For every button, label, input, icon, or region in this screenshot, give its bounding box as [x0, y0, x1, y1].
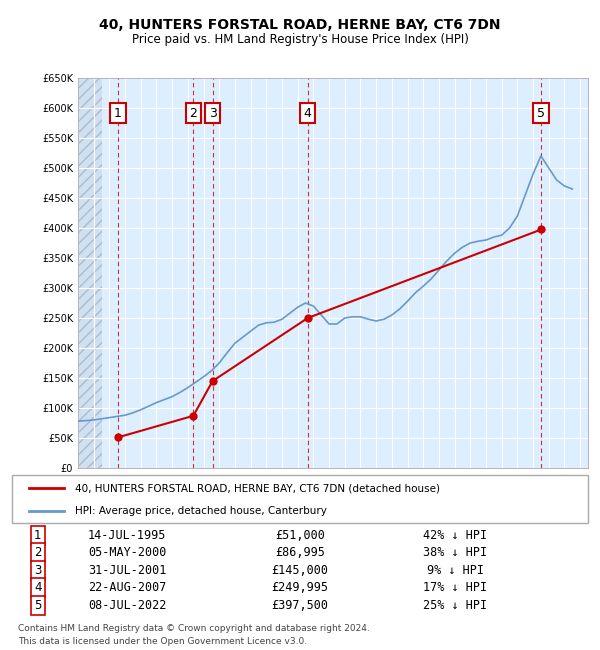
Text: £86,995: £86,995 — [275, 546, 325, 559]
Text: 4: 4 — [304, 107, 311, 120]
Text: 1: 1 — [114, 107, 122, 120]
Text: 08-JUL-2022: 08-JUL-2022 — [88, 599, 166, 612]
Text: £145,000: £145,000 — [271, 564, 329, 577]
Text: HPI: Average price, detached house, Canterbury: HPI: Average price, detached house, Cant… — [76, 506, 327, 516]
Text: 9% ↓ HPI: 9% ↓ HPI — [427, 564, 484, 577]
Text: 4: 4 — [34, 582, 41, 594]
Text: This data is licensed under the Open Government Licence v3.0.: This data is licensed under the Open Gov… — [18, 637, 307, 646]
Text: 5: 5 — [34, 599, 41, 612]
Text: £397,500: £397,500 — [271, 599, 329, 612]
Text: 40, HUNTERS FORSTAL ROAD, HERNE BAY, CT6 7DN (detached house): 40, HUNTERS FORSTAL ROAD, HERNE BAY, CT6… — [76, 483, 440, 493]
Text: Contains HM Land Registry data © Crown copyright and database right 2024.: Contains HM Land Registry data © Crown c… — [18, 624, 370, 633]
Text: Price paid vs. HM Land Registry's House Price Index (HPI): Price paid vs. HM Land Registry's House … — [131, 32, 469, 46]
Text: 3: 3 — [34, 564, 41, 577]
Text: 17% ↓ HPI: 17% ↓ HPI — [424, 582, 488, 594]
Text: 5: 5 — [537, 107, 545, 120]
Text: 2: 2 — [190, 107, 197, 120]
Text: £249,995: £249,995 — [271, 582, 329, 594]
Text: £51,000: £51,000 — [275, 529, 325, 542]
Text: 2: 2 — [34, 546, 41, 559]
Text: 14-JUL-1995: 14-JUL-1995 — [88, 529, 166, 542]
Text: 40, HUNTERS FORSTAL ROAD, HERNE BAY, CT6 7DN: 40, HUNTERS FORSTAL ROAD, HERNE BAY, CT6… — [99, 18, 501, 32]
Text: 3: 3 — [209, 107, 217, 120]
Text: 31-JUL-2001: 31-JUL-2001 — [88, 564, 166, 577]
Bar — [78, 78, 101, 468]
Bar — [78, 78, 101, 468]
Text: 22-AUG-2007: 22-AUG-2007 — [88, 582, 166, 594]
Text: 38% ↓ HPI: 38% ↓ HPI — [424, 546, 488, 559]
Text: 25% ↓ HPI: 25% ↓ HPI — [424, 599, 488, 612]
Text: 05-MAY-2000: 05-MAY-2000 — [88, 546, 166, 559]
Text: 42% ↓ HPI: 42% ↓ HPI — [424, 529, 488, 542]
Text: 1: 1 — [34, 529, 41, 542]
